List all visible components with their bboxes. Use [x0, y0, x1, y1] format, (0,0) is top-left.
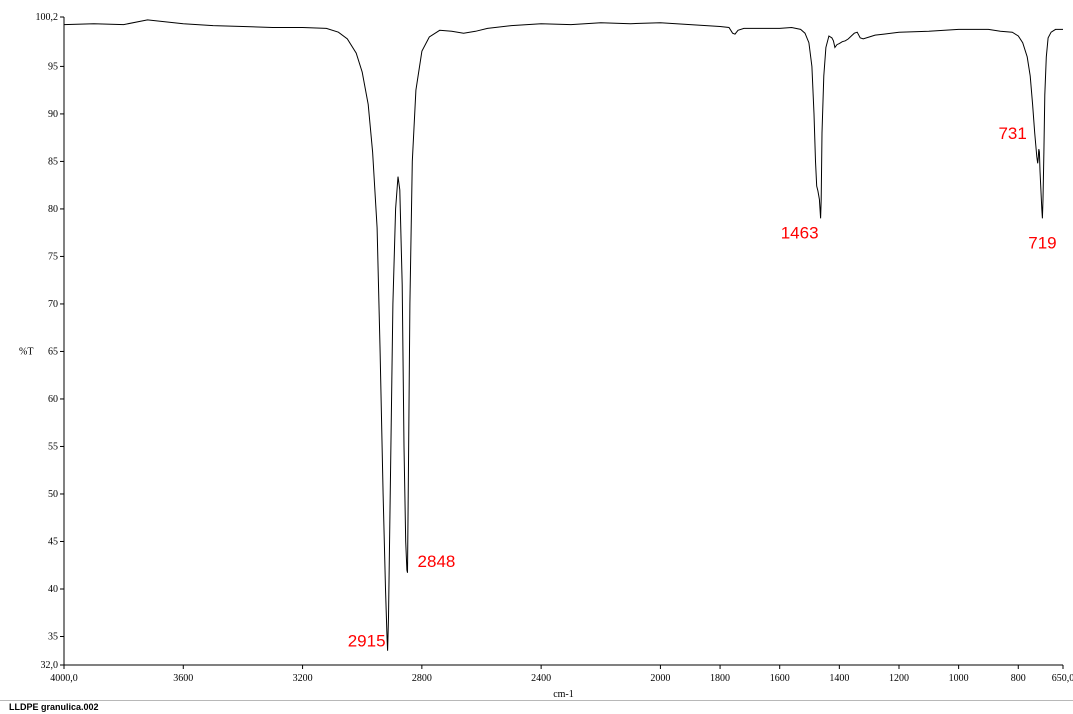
y-tick-label: 60: [48, 394, 58, 405]
x-tick-label: 650,0: [1052, 673, 1073, 684]
x-tick-label: 1000: [949, 673, 969, 684]
spectrum-filename: LLDPE granulica.002: [9, 702, 99, 712]
y-tick-label: 40: [48, 584, 58, 595]
y-tick-label: 65: [48, 346, 58, 357]
y-tick-label: 80: [48, 204, 58, 215]
peak-label: 731: [998, 124, 1026, 143]
y-tick-label: 35: [48, 631, 58, 642]
x-tick-label: 3600: [173, 673, 193, 684]
spectrum-line: [64, 20, 1063, 651]
y-tick-label: 95: [48, 61, 58, 72]
peak-label: 719: [1028, 233, 1056, 252]
x-tick-label: 1200: [889, 673, 909, 684]
x-tick-label: 3200: [293, 673, 313, 684]
x-tick-label: 2800: [412, 673, 432, 684]
peak-label: 1463: [781, 223, 819, 242]
y-tick-label: 55: [48, 441, 58, 452]
peak-annotations: 2915 2848 1463 731 719: [348, 124, 1057, 651]
series-layer: [64, 20, 1063, 651]
y-tick-label: 85: [48, 156, 58, 167]
x-tick-label: 800: [1011, 673, 1026, 684]
y-tick-label: 45: [48, 536, 58, 547]
y-axis-label: %T: [19, 346, 33, 357]
y-tick-label: 75: [48, 251, 58, 262]
y-tick-label: 100,2: [36, 12, 59, 23]
x-tick-label: 4000,0: [50, 673, 78, 684]
x-axis-label: cm-1: [553, 689, 574, 700]
y-tick-label: 70: [48, 299, 58, 310]
x-tick-label: 2000: [650, 673, 670, 684]
peak-label: 2848: [418, 552, 456, 571]
axes: 100,2 95 90 85 80 75 70 65 60 55 50 45 40 35 32,0 4000,…: [36, 12, 1073, 684]
y-tick-label: 90: [48, 109, 58, 120]
y-tick-label: 50: [48, 489, 58, 500]
peak-label: 2915: [348, 632, 386, 651]
x-tick-label: 1800: [710, 673, 730, 684]
footer-bar: LLDPE granulica.002: [0, 700, 1073, 714]
x-tick-label: 1600: [770, 673, 790, 684]
y-tick-label: 32,0: [41, 660, 59, 671]
x-tick-label: 2400: [531, 673, 551, 684]
x-tick-label: 1400: [829, 673, 849, 684]
